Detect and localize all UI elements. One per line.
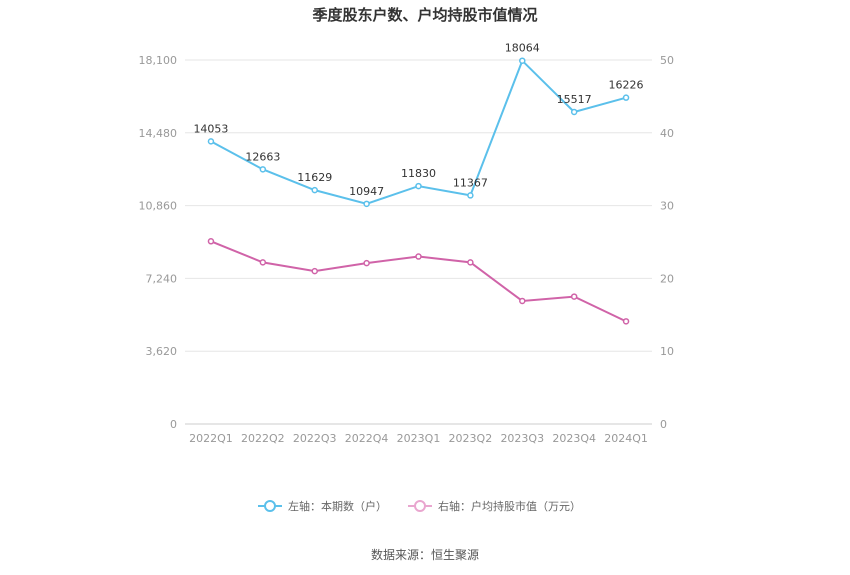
- data-point: [363, 259, 370, 267]
- data-point: [519, 57, 526, 64]
- data-point: [622, 318, 630, 325]
- data-label: 11367: [453, 176, 488, 189]
- data-point: [311, 267, 318, 275]
- legend-item-2[interactable]: 右轴：户均持股市值（万元）: [408, 499, 581, 513]
- series-line: [210, 58, 627, 205]
- right-tick-label: 0: [660, 418, 667, 431]
- left-tick-label: 3,620: [146, 345, 178, 358]
- right-tick-label: 20: [660, 272, 674, 285]
- series-layer: 14053 12663 11629 10947 11830 11367 18064 15517…: [193, 42, 644, 325]
- x-tick-label: 2024Q1: [604, 432, 648, 445]
- right-tick-label: 10: [660, 345, 674, 358]
- legend-marker: [414, 500, 426, 512]
- left-tick-label: 7,240: [146, 272, 178, 285]
- data-point: [207, 138, 215, 145]
- x-tick-label: 2023Q4: [552, 432, 596, 445]
- data-label: 16226: [609, 79, 644, 92]
- left-tick-label: 14,480: [139, 127, 178, 140]
- series-2: [207, 238, 630, 325]
- grid-lines: [185, 59, 652, 425]
- legend-marker: [264, 500, 276, 512]
- x-tick-label: 2023Q2: [449, 432, 493, 445]
- right-axis-ticks: 0 10 20 30 40 50: [660, 54, 674, 431]
- x-tick-label: 2023Q3: [500, 432, 544, 445]
- data-point: [570, 108, 578, 116]
- source-note: 数据来源：恒生聚源: [371, 547, 479, 562]
- left-tick-label: 10,860: [139, 200, 178, 213]
- data-point: [415, 253, 422, 260]
- legend-item-1[interactable]: 左轴：本期数（户）: [258, 499, 387, 513]
- legend-label: 右轴：户均持股市值（万元）: [438, 499, 581, 513]
- data-point: [207, 238, 215, 245]
- left-tick-label: 18,100: [139, 54, 178, 67]
- data-label: 14053: [193, 122, 228, 135]
- x-tick-label: 2022Q2: [241, 432, 285, 445]
- data-point: [415, 182, 422, 190]
- legend-label: 左轴：本期数（户）: [288, 499, 387, 513]
- data-label: 10947: [349, 185, 384, 198]
- data-point: [570, 293, 578, 300]
- data-label: 18064: [505, 42, 540, 55]
- data-point: [467, 192, 474, 199]
- data-label: 11629: [297, 171, 332, 184]
- data-point: [259, 166, 267, 173]
- data-point: [311, 186, 318, 194]
- data-point: [467, 259, 474, 266]
- series-1: 14053 12663 11629 10947 11830 11367 18064 15517…: [193, 42, 644, 208]
- data-label: 11830: [401, 167, 436, 180]
- left-tick-label: 0: [170, 418, 177, 431]
- x-axis-ticks: 2022Q1 2022Q2 2022Q3 2022Q4 2023Q1 2023Q2 2023…: [189, 432, 648, 445]
- x-tick-label: 2022Q3: [293, 432, 337, 445]
- data-label: 12663: [245, 150, 280, 163]
- data-point: [363, 200, 370, 208]
- series-line: [210, 240, 627, 323]
- x-tick-label: 2022Q4: [345, 432, 389, 445]
- right-tick-label: 30: [660, 200, 674, 213]
- data-point: [622, 94, 630, 101]
- x-tick-label: 2023Q1: [397, 432, 441, 445]
- left-axis-ticks: 0 3,620 7,240 10,860 14,480 18,100: [139, 54, 178, 431]
- right-tick-label: 40: [660, 127, 674, 140]
- data-point: [519, 297, 526, 305]
- legend: 左轴：本期数（户） 右轴：户均持股市值（万元）: [258, 499, 581, 513]
- data-label: 15517: [557, 93, 592, 106]
- right-tick-label: 50: [660, 54, 674, 67]
- x-tick-label: 2022Q1: [189, 432, 233, 445]
- data-point: [259, 259, 267, 266]
- chart-title: 季度股东户数、户均持股市值情况: [312, 6, 537, 24]
